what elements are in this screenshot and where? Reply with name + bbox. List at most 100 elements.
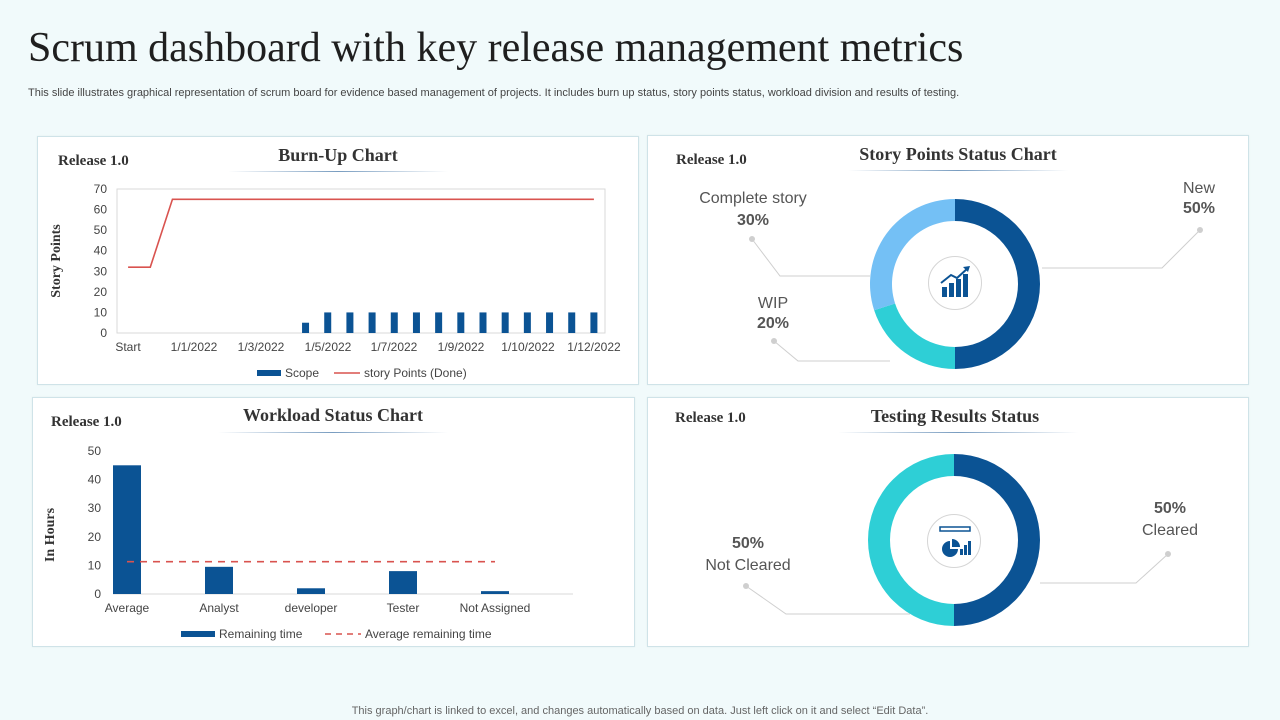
burnup-y-tick: 20 — [94, 285, 108, 299]
burnup-x-tick: 1/7/2022 — [371, 340, 418, 354]
burnup-scope-bar — [412, 312, 420, 333]
workload-x-tick: Tester — [387, 601, 420, 615]
story-donut-chart — [749, 199, 1203, 369]
testing-title: Testing Results Status — [870, 406, 1040, 426]
page-footer: This graph/chart is linked to excel, and… — [351, 705, 929, 717]
workload-title-underline — [218, 432, 448, 433]
burnup-panel: Release 1.0 Burn-Up Chart 0 10 20 30 40 50 60 7… — [37, 136, 639, 385]
story-leader-complete-dot — [749, 236, 755, 242]
story-slice-wip — [874, 303, 955, 369]
burnup-y-tick: 60 — [94, 203, 108, 217]
burnup-scope-bar — [523, 312, 531, 333]
testing-leader-notcleared-dot — [743, 583, 749, 589]
workload-bar — [481, 591, 509, 594]
workload-legend-remaining-label: Remaining time — [219, 627, 303, 641]
burnup-x-tick: 1/9/2022 — [438, 340, 485, 354]
workload-bar — [205, 566, 233, 594]
burnup-scope-bar — [568, 312, 576, 333]
testing-label-cleared-pct: 50% — [1153, 500, 1187, 517]
pie-analytics-icon — [927, 514, 981, 568]
workload-bar — [113, 465, 141, 594]
workload-x-tick: Analyst — [199, 601, 239, 615]
burnup-y-tick: 10 — [94, 305, 108, 319]
burnup-scope-bar — [324, 312, 332, 333]
story-label-new-text: New — [1182, 180, 1215, 197]
workload-bar — [389, 571, 417, 594]
story-title: Story Points Status Chart — [859, 144, 1057, 164]
workload-y-tick: 40 — [88, 473, 102, 487]
workload-bar — [297, 588, 325, 594]
story-label-wip: WIP 20% — [738, 295, 808, 333]
burnup-scope-bar — [546, 312, 554, 333]
burnup-title-underline — [228, 171, 448, 172]
burnup-legend-scope-swatch — [257, 370, 281, 376]
story-slice-complete-story — [870, 199, 955, 311]
story-label-complete-text: Complete story — [699, 190, 807, 207]
workload-legend-average-label: Average remaining time — [365, 627, 492, 641]
testing-leader-cleared — [1040, 553, 1169, 584]
burnup-x-tick: 1/12/2022 — [567, 340, 621, 354]
burnup-y-axis-label: Story Points — [49, 224, 64, 298]
testing-slice-not-cleared — [868, 454, 954, 626]
testing-leader-cleared-dot — [1165, 551, 1171, 557]
page-title: Scrum dashboard with key release managem… — [28, 25, 964, 71]
story-release-label: Release 1.0 — [676, 152, 747, 168]
burnup-scope-bar — [390, 312, 398, 333]
burnup-x-tick: 1/3/2022 — [238, 340, 285, 354]
workload-y-axis-label: In Hours — [43, 507, 58, 562]
testing-label-notcleared-text: Not Cleared — [705, 557, 791, 574]
burnup-chart: 0 10 20 30 40 50 60 70 Start 1/1/2022 1/3/2022 1/5/… — [49, 182, 621, 380]
testing-release-label: Release 1.0 — [675, 410, 746, 426]
burnup-y-tick: 70 — [94, 182, 108, 196]
workload-title: Workload Status Chart — [242, 405, 424, 425]
workload-y-tick: 0 — [94, 587, 101, 601]
workload-release-label: Release 1.0 — [51, 414, 122, 430]
workload-x-tick: Average — [105, 601, 150, 615]
burnup-done-line — [128, 198, 594, 268]
burnup-scope-bar — [435, 312, 443, 333]
workload-y-tick: 10 — [88, 558, 102, 572]
burnup-y-tick: 40 — [94, 244, 108, 258]
testing-leader-notcleared — [745, 585, 910, 615]
story-leader-wip-dot — [771, 338, 777, 344]
workload-x-tick: Not Assigned — [460, 601, 531, 615]
burnup-release-label: Release 1.0 — [58, 153, 129, 169]
burnup-y-tick: 30 — [94, 264, 108, 278]
testing-panel: Release 1.0 Testing Results Status 50% C… — [647, 397, 1249, 647]
story-label-wip-text: WIP — [757, 295, 789, 312]
story-leader-complete — [751, 238, 870, 277]
burnup-legend-scope-label: Scope — [285, 366, 319, 380]
testing-label-notcleared: 50% Not Cleared — [688, 535, 808, 575]
burnup-scope-bar — [457, 312, 465, 333]
story-slice-new — [955, 199, 1040, 369]
burnup-y-tick: 0 — [100, 326, 107, 340]
burnup-title: Burn-Up Chart — [278, 145, 398, 165]
testing-donut-chart — [743, 454, 1171, 626]
burnup-plot-area — [116, 188, 606, 334]
story-label-wip-pct: 20% — [756, 315, 790, 332]
testing-title-underline — [838, 432, 1078, 433]
burnup-scope-bar — [302, 322, 310, 333]
workload-panel: Release 1.0 Workload Status Chart 0 10 20 3… — [32, 397, 635, 647]
story-leader-new — [1042, 229, 1201, 269]
burnup-x-tick: Start — [115, 340, 141, 354]
burnup-x-tick: 1/10/2022 — [501, 340, 555, 354]
burnup-scope-bar — [346, 312, 354, 333]
workload-y-tick: 30 — [88, 501, 102, 515]
testing-label-cleared-text: Cleared — [1141, 522, 1199, 539]
burnup-y-tick: 50 — [94, 223, 108, 237]
workload-chart: 0 10 20 30 40 50 Average Analyst developer Tester… — [43, 444, 573, 641]
story-points-panel: Release 1.0 Story Points Status Chart Co… — [647, 135, 1249, 385]
burnup-scope-bar — [590, 312, 598, 333]
burnup-x-tick: 1/5/2022 — [305, 340, 352, 354]
story-label-complete: Complete story 30% — [688, 190, 818, 230]
story-label-new: New 50% — [1164, 180, 1234, 218]
burnup-scope-bar — [501, 312, 509, 333]
burnup-legend-done-label: story Points (Done) — [364, 366, 467, 380]
story-label-complete-pct: 30% — [736, 212, 770, 229]
growth-chart-icon — [928, 256, 982, 310]
workload-legend-remaining-swatch — [181, 631, 215, 637]
burnup-x-tick: 1/1/2022 — [171, 340, 218, 354]
workload-x-tick: developer — [285, 601, 338, 615]
burnup-scope-bar — [368, 312, 376, 333]
